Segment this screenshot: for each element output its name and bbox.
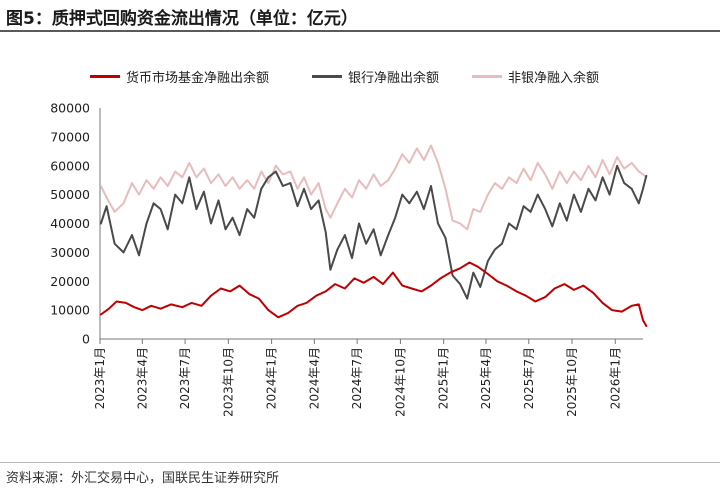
legend-label-mmf: 货币市场基金净融出余额 — [126, 70, 270, 86]
x-tick-label: 2025年1月 — [437, 347, 451, 409]
y-tick-label: 60000 — [50, 158, 90, 173]
series-group — [99, 144, 648, 327]
y-tick-label: 10000 — [50, 303, 90, 318]
y-tick-label: 20000 — [50, 274, 90, 289]
legend-swatch-mmf — [90, 74, 120, 78]
legend-item-nonbank: 非银净融入余额 — [472, 66, 599, 86]
y-axis: 0 10000 20000 30000 40000 50000 60000 70000 8000… — [50, 101, 101, 347]
legend-swatch-bank — [312, 74, 342, 78]
x-tick-label: 2025年4月 — [479, 347, 493, 409]
x-tick-label: 2024年7月 — [350, 347, 364, 409]
x-tick-label: 2025年10月 — [565, 347, 579, 417]
y-tick-label: 30000 — [50, 245, 90, 260]
legend-label-nonbank: 非银净融入余额 — [508, 70, 600, 86]
legend-item-bank: 银行净融出余额 — [312, 66, 439, 86]
x-tick-label: 2024年4月 — [307, 347, 321, 409]
legend-swatch-nonbank — [472, 74, 502, 78]
x-tick-label: 2025年7月 — [522, 347, 536, 409]
x-axis: 2023年1月 2023年4月 2023年7月 2023年10月 2024年1月 2024… — [93, 338, 643, 417]
x-tick-label: 2023年10月 — [221, 347, 235, 417]
chart-legend: 货币市场基金净融出余额 银行净融出余额 非银净融入余额 — [0, 66, 720, 86]
series-bank-line — [99, 164, 648, 300]
x-tick-label: 2023年4月 — [135, 347, 149, 409]
y-tick-label: 70000 — [50, 129, 90, 144]
legend-label-bank: 银行净融出余额 — [348, 70, 440, 86]
series-mmf-line — [99, 261, 648, 327]
source-note: 资料来源：外汇交易中心，国联民生证券研究所 — [6, 471, 280, 486]
y-tick-label: 40000 — [50, 216, 90, 231]
x-tick-label: 2023年7月 — [178, 347, 192, 409]
footer-divider — [0, 462, 720, 463]
y-tick-label: 0 — [82, 332, 90, 347]
x-tick-label: 2024年10月 — [393, 347, 407, 417]
x-tick-label: 2024年1月 — [265, 347, 279, 409]
series-nonbank-line — [99, 144, 648, 231]
legend-item-mmf: 货币市场基金净融出余额 — [90, 66, 269, 86]
x-tick-label: 2023年1月 — [93, 347, 107, 409]
y-tick-label: 80000 — [50, 101, 90, 116]
figure-title: 图5：质押式回购资金流出情况（单位：亿元） — [6, 9, 358, 29]
y-tick-label: 50000 — [50, 187, 90, 202]
x-tick-label: 2026年1月 — [608, 347, 622, 409]
title-divider — [0, 30, 720, 32]
